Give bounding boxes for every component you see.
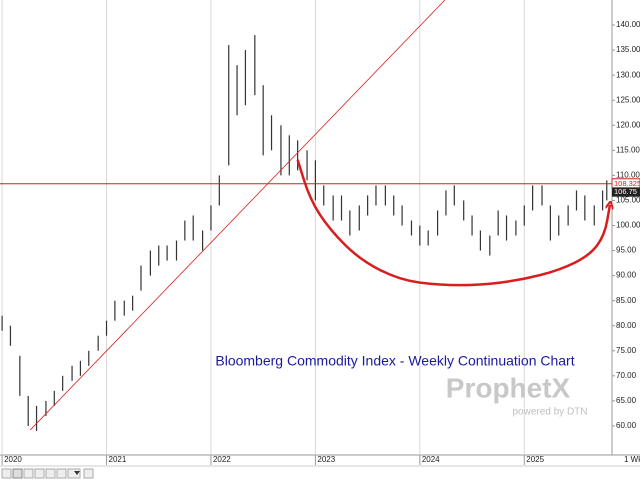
y-tick-label: 115.00 — [616, 145, 640, 154]
x-tick-label: 2024 — [422, 455, 440, 464]
x-tick-label: 2021 — [109, 455, 127, 464]
y-tick-label: 100.00 — [616, 221, 640, 230]
y-tick-label: 75.00 — [616, 346, 637, 355]
y-tick-label: 85.00 — [616, 296, 637, 305]
toolbar-button[interactable] — [56, 468, 67, 479]
x-tick-label: 2020 — [4, 455, 22, 464]
toolbar-button[interactable] — [1, 468, 12, 479]
toolbar-button[interactable] — [83, 468, 94, 479]
y-tick-label: 65.00 — [616, 396, 637, 405]
y-tick-label: 95.00 — [616, 246, 637, 255]
interval-label: 1 Wk — [624, 455, 640, 464]
y-tick-label: 130.00 — [616, 70, 640, 79]
watermark-sub: powered by DTN — [512, 407, 587, 418]
y-tick-label: 120.00 — [616, 120, 640, 129]
toolbar-button[interactable] — [67, 468, 81, 479]
x-tick-label: 2023 — [317, 455, 335, 464]
y-tick-label: 60.00 — [616, 421, 637, 430]
trend-line — [29, 0, 446, 431]
toolbar-button[interactable] — [12, 468, 23, 479]
plot — [0, 0, 612, 455]
price-label: 108.325 — [614, 179, 640, 188]
toolbar-button[interactable] — [23, 468, 34, 479]
chart-title: Bloomberg Commodity Index - Weekly Conti… — [215, 353, 574, 369]
last-label-box — [612, 187, 640, 197]
y-tick-label: 135.00 — [616, 45, 640, 54]
toolbar — [1, 468, 94, 479]
y-tick-label: 105.00 — [616, 196, 640, 205]
toolbar-button[interactable] — [45, 468, 56, 479]
rounding-curve — [296, 159, 610, 287]
y-tick-label: 125.00 — [616, 95, 640, 104]
toolbar-button[interactable] — [34, 468, 45, 479]
y-tick-label: 90.00 — [616, 271, 637, 280]
y-tick-label: 80.00 — [616, 321, 637, 330]
y-tick-label: 110.00 — [616, 170, 640, 179]
x-tick-label: 2025 — [526, 455, 544, 464]
y-tick-label: 140.00 — [616, 20, 640, 29]
watermark: ProphetX — [446, 372, 571, 403]
last-label: 106.75 — [614, 187, 637, 196]
y-tick-label: 70.00 — [616, 371, 637, 380]
x-tick-label: 2022 — [213, 455, 231, 464]
dropdown-arrow — [74, 471, 80, 475]
